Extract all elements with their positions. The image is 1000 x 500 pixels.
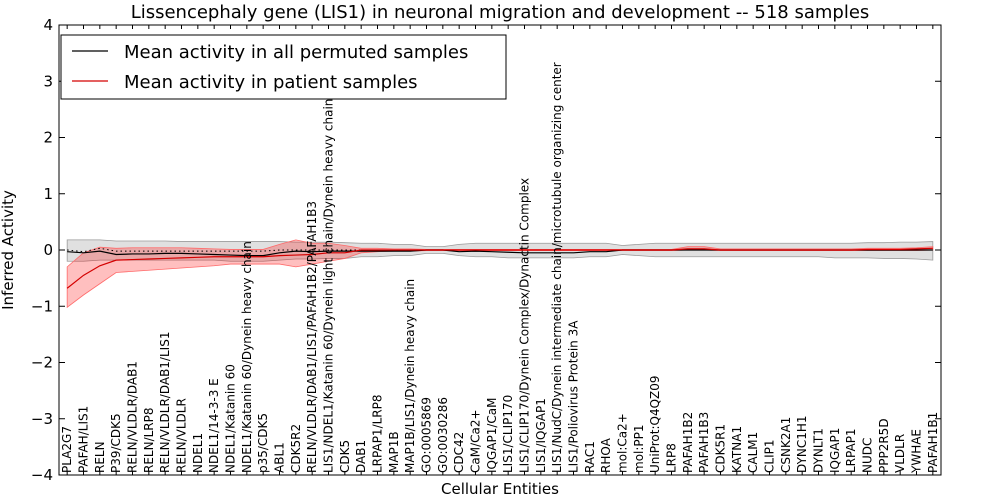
y-tick-label: 3 bbox=[43, 72, 53, 90]
x-tick-label: PLA2G7 bbox=[60, 426, 74, 473]
x-tick-label: RELN/LRP8 bbox=[142, 407, 156, 473]
x-tick-label: mol:PP1 bbox=[632, 424, 646, 473]
plot-area bbox=[66, 239, 934, 309]
legend-box bbox=[60, 34, 507, 100]
x-tick-label: MAP1B/LIS1/Dynein heavy chain bbox=[403, 279, 417, 473]
x-tick-label: IQGAP1/CaM bbox=[485, 398, 499, 474]
x-tick-label: RELN/VLDLR bbox=[175, 398, 189, 473]
x-tick-label: YWHAE bbox=[910, 429, 924, 474]
y-tick-label: −2 bbox=[31, 354, 53, 372]
x-tick-label: NDEL1 bbox=[191, 433, 205, 473]
x-tick-label: LIS1/NudC/Dynein intermediate chain/micr… bbox=[550, 62, 564, 473]
x-tick-label: GO:0030286 bbox=[436, 397, 450, 473]
x-tick-label: CDK5R2 bbox=[289, 424, 303, 473]
x-tick-label: CALM1 bbox=[746, 432, 760, 473]
x-tick-label: ABL1 bbox=[273, 442, 287, 473]
x-tick-label: P39/CDK5 bbox=[109, 413, 123, 473]
x-tick-label: CDK5 bbox=[338, 440, 352, 473]
x-tick-label: CaM/Ca2+ bbox=[469, 409, 483, 473]
x-tick-label: CDK5R1 bbox=[714, 424, 728, 473]
x-tick-label: mol:Ca2+ bbox=[616, 413, 630, 473]
line-patient bbox=[66, 247, 933, 289]
y-tick-label: 4 bbox=[43, 16, 53, 34]
x-tick-label: LIS1/Poliovirus Protein 3A bbox=[567, 320, 581, 473]
y-tick-label: −3 bbox=[31, 410, 53, 428]
x-tick-label: RELN/VLDLR/DAB1/LIS1 bbox=[158, 332, 172, 473]
x-tick-label: KATNA1 bbox=[730, 426, 744, 473]
x-tick-label: VLDLR bbox=[893, 434, 907, 473]
x-tick-label: LIS1/NDEL1/Katanin 60/Dynein light chain… bbox=[322, 99, 336, 473]
x-tick-label: PAFAH1B3 bbox=[697, 412, 711, 473]
x-tick-label: LRPAP1/LRP8 bbox=[371, 394, 385, 473]
x-tick-label: NDEL1/14-3-3 E bbox=[207, 378, 221, 473]
x-tick-label: CLIP1 bbox=[763, 440, 777, 473]
x-tick-label: UniProt:Q4QZ09 bbox=[648, 375, 662, 473]
x-tick-label: RELN/VLDLR/DAB1 bbox=[126, 361, 140, 473]
x-tick-label: PPP2R5D bbox=[877, 418, 891, 473]
y-tick-label: 0 bbox=[43, 241, 53, 259]
reference-dotted-line bbox=[67, 247, 933, 253]
legend: Mean activity in all permuted samples Me… bbox=[60, 34, 507, 100]
x-tick-label: p35/CDK5 bbox=[256, 413, 270, 473]
x-tick-label: DYNC1H1 bbox=[795, 415, 809, 473]
x-tick-label: RHOA bbox=[599, 437, 613, 473]
x-tick-label: RAC1 bbox=[583, 441, 597, 473]
x-tick-label: DAB1 bbox=[354, 440, 368, 473]
x-axis-label: Cellular Entities bbox=[441, 480, 559, 498]
legend-label-patient: Mean activity in patient samples bbox=[124, 72, 418, 93]
y-tick-label: 1 bbox=[43, 185, 53, 203]
x-tick-label: LIS1/CLIP170 bbox=[501, 395, 515, 473]
legend-label-permuted: Mean activity in all permuted samples bbox=[124, 42, 468, 63]
x-tick-label: CSNK2A1 bbox=[779, 417, 793, 473]
x-tick-labels: PLA2G7 PAFAH/LIS1 RELN P39/CDK5 RELN/VLDLR/D… bbox=[60, 25, 940, 475]
x-tick-label: PAFAH1B1 bbox=[926, 412, 940, 473]
x-tick-label: RELN/VLDLR/DAB1/LIS1/PAFAH1B2/PAFAH1B3 bbox=[305, 201, 319, 473]
chart-title: Lissencephaly gene (LIS1) in neuronal mi… bbox=[131, 2, 870, 23]
x-tick-label: RELN bbox=[93, 441, 107, 473]
x-tick-label: NUDC bbox=[861, 438, 875, 473]
x-tick-label: LRP8 bbox=[665, 443, 679, 473]
x-tick-label: IQGAP1 bbox=[828, 428, 842, 473]
x-tick-label: CDC42 bbox=[452, 432, 466, 473]
y-tick-label: −4 bbox=[31, 466, 53, 484]
x-tick-label: NDEL1/Katanin 60/Dynein heavy chain bbox=[240, 241, 254, 473]
x-tick-label: DYNLT1 bbox=[812, 428, 826, 473]
y-tick-labels: −4 −3 −2 −1 0 1 2 3 4 bbox=[31, 16, 941, 484]
plot-frame bbox=[58, 24, 942, 476]
x-tick-label: NDEL1/Katanin 60 bbox=[224, 364, 238, 473]
y-axis-label: Inferred Activity bbox=[0, 190, 17, 310]
y-tick-label: −1 bbox=[31, 297, 53, 315]
x-tick-label: LIS1/IQGAP1 bbox=[534, 398, 548, 473]
x-tick-label: LRPAP1 bbox=[844, 428, 858, 473]
x-tick-label: PAFAH1B2 bbox=[681, 412, 695, 473]
x-tick-label: GO:0005869 bbox=[420, 397, 434, 473]
y-tick-label: 2 bbox=[43, 129, 53, 147]
x-tick-label: PAFAH/LIS1 bbox=[77, 406, 91, 473]
x-tick-label: MAP1B bbox=[387, 431, 401, 473]
x-tick-label: LIS1/CLIP170/Dynein Complex/Dynactin Com… bbox=[518, 178, 532, 473]
